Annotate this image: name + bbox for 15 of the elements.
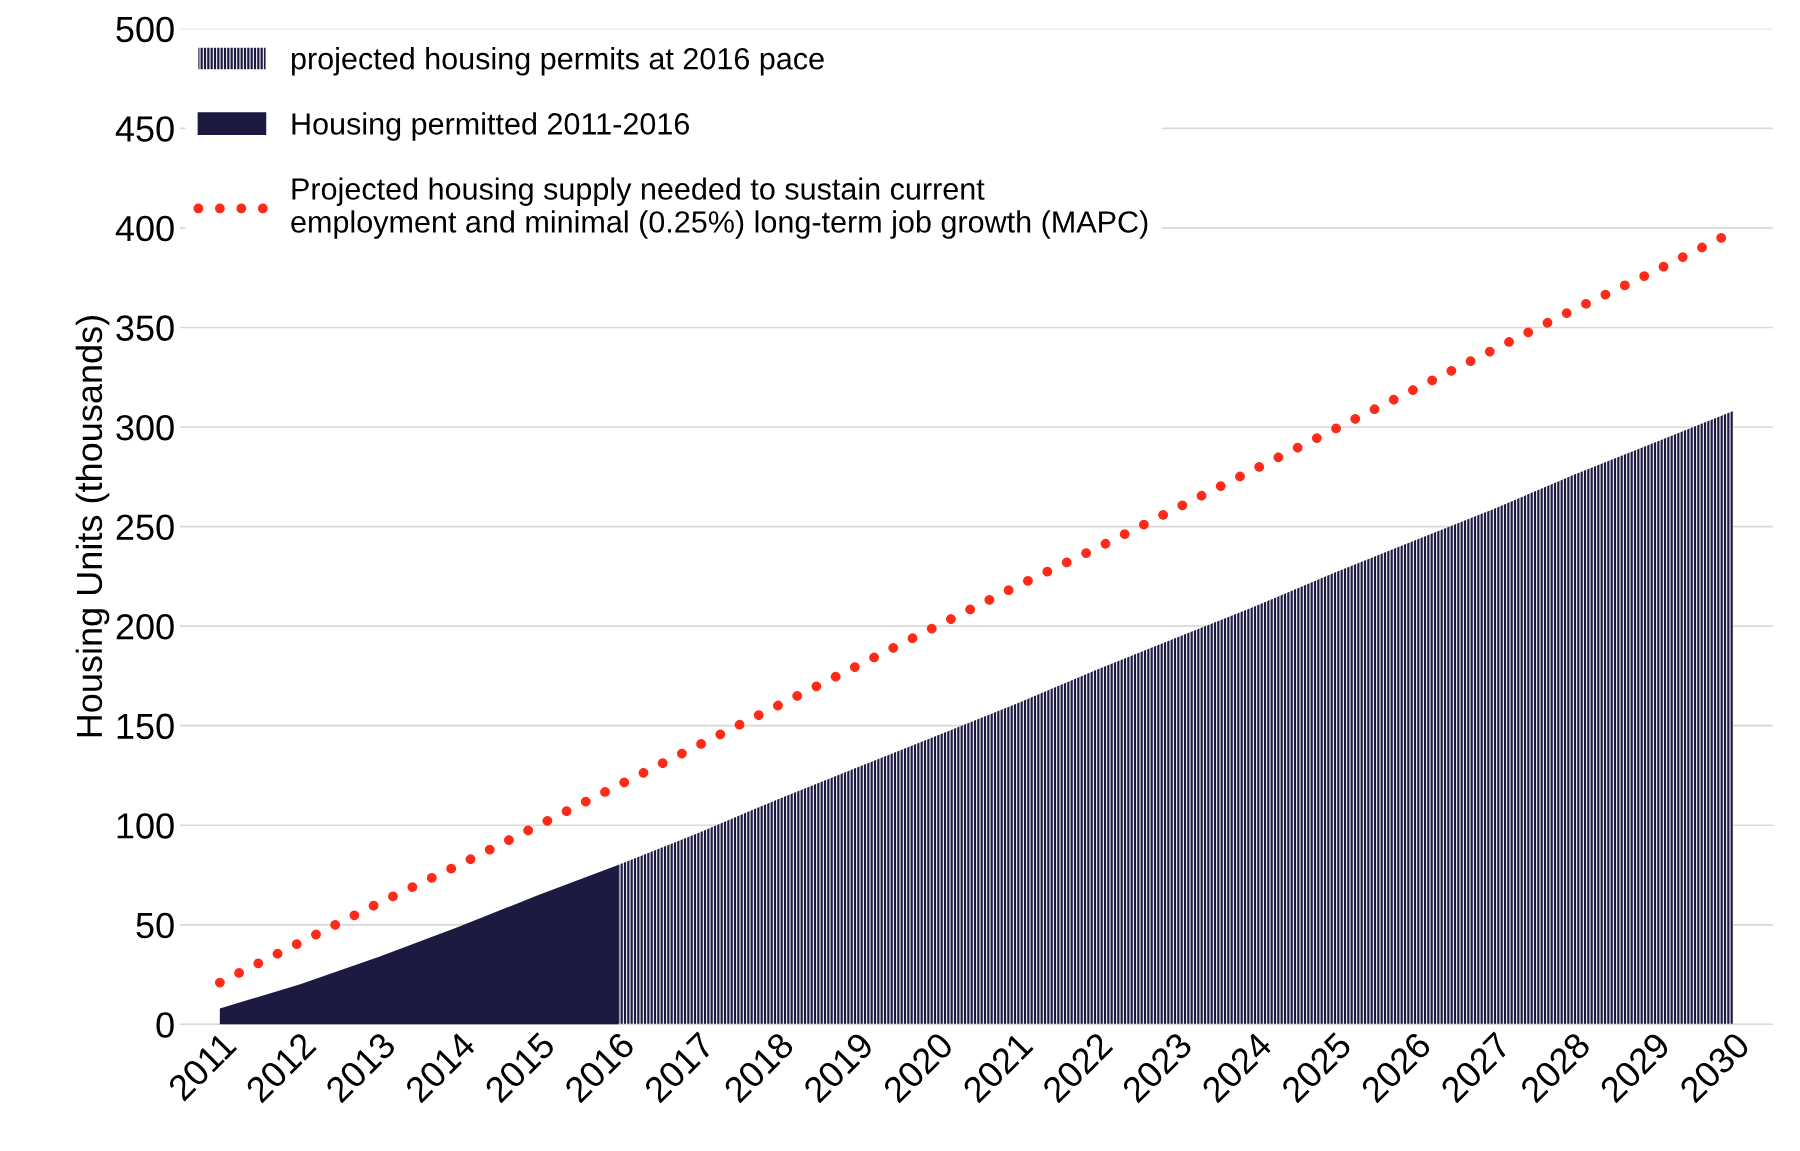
- y-tick-label: 250: [116, 514, 174, 541]
- y-axis-title: Housing Units (thousands): [75, 316, 110, 737]
- y-tick-label: 200: [116, 614, 174, 640]
- y-tick-label: 0: [156, 1012, 174, 1038]
- legend-label: projected housing permits at 2016 pace: [291, 47, 824, 76]
- y-tick-label: 500: [116, 16, 174, 43]
- y-tick-label: 50: [136, 912, 174, 939]
- y-tick-label: 400: [115, 215, 174, 242]
- y-tick-label: 150: [117, 713, 174, 740]
- legend-label: Housing permitted 2011-2016: [292, 112, 689, 141]
- y-tick-label: 350: [116, 315, 174, 341]
- y-tick-label: 300: [116, 414, 174, 441]
- legend-label: Projected housing supply needed to sustain current employment and minimal (0.25%) long-term job growth (MAPC): [291, 177, 1148, 239]
- y-tick-label: 450: [115, 116, 174, 142]
- y-tick-label: 100: [117, 813, 174, 839]
